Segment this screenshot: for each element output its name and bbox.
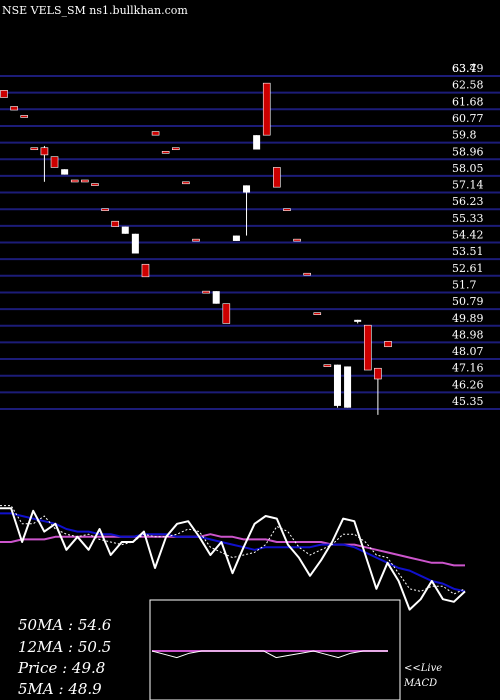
price-level-label: 58.05	[452, 162, 484, 175]
candle-body	[344, 366, 352, 408]
candle-body	[363, 324, 372, 371]
candle-body	[283, 208, 291, 211]
candle-body	[10, 106, 18, 111]
price-level-label: 45.35	[452, 395, 484, 408]
macd-live-label: <<Live	[404, 663, 442, 674]
macd-name-label: MACD	[403, 678, 437, 689]
candle-body	[243, 185, 251, 193]
candle-body	[323, 364, 332, 367]
price-level-label: 52.61	[452, 262, 484, 275]
candle-body	[20, 115, 29, 118]
candle-body	[232, 235, 240, 241]
price-level-label: 63.7	[452, 62, 477, 75]
candle-body	[182, 181, 190, 185]
candlestick-series	[0, 82, 392, 415]
price-level-label: 51.7	[452, 278, 477, 291]
price-grid	[0, 75, 500, 410]
stat-50ma: 50MA : 54.6	[18, 616, 112, 634]
candle-body	[81, 179, 89, 183]
candle-body	[91, 183, 99, 186]
candle-body	[313, 312, 322, 315]
candle-body	[121, 226, 129, 234]
candle-body	[333, 364, 341, 406]
candle-body	[101, 208, 109, 211]
price-level-label: 48.07	[452, 345, 484, 358]
price-level-label: 54.42	[452, 229, 484, 242]
candle-body	[253, 135, 261, 150]
stat-12ma: 12MA : 50.5	[18, 638, 111, 656]
candle-body	[171, 147, 180, 151]
price-level-label: 53.51	[452, 245, 484, 258]
candle-body	[303, 272, 311, 276]
price-level-label: 57.14	[452, 179, 484, 192]
candle-body	[30, 147, 39, 151]
price-level-label: 63.49	[452, 62, 484, 75]
price-level-label: 49.89	[452, 312, 484, 325]
price-level-label: 46.26	[452, 378, 484, 391]
candle-body	[354, 319, 362, 322]
candle-body	[262, 82, 271, 136]
candle-body	[50, 156, 59, 168]
candle-body	[111, 220, 119, 227]
macd-series-line	[151, 650, 388, 659]
price-level-label: 58.96	[452, 145, 484, 158]
candle-body	[0, 90, 8, 98]
chart-title: NSE VELS_SM ns1.bullkhan.com	[2, 4, 188, 17]
price-level-label: 56.23	[452, 195, 484, 208]
candle-body	[293, 238, 301, 242]
candle-body	[161, 151, 170, 154]
stat-price: Price : 49.8	[17, 659, 105, 677]
ma-series-line	[0, 507, 466, 611]
candle-body	[374, 367, 382, 380]
price-level-label: 50.79	[452, 295, 484, 308]
price-level-labels: 63.763.49 62.58 61.68 60.77 59.8 58.96 58.05 57…	[452, 62, 484, 408]
candle-body	[273, 167, 281, 188]
candle-body	[192, 238, 200, 242]
candle-body	[384, 341, 392, 348]
price-level-label: 47.16	[452, 362, 484, 375]
candle-body	[222, 303, 231, 324]
price-level-label: 59.8	[452, 129, 477, 142]
price-level-label: 60.77	[452, 112, 484, 125]
candle-body	[40, 147, 49, 156]
macd-panel	[151, 650, 388, 659]
moving-average-panel	[0, 505, 466, 611]
candle-body	[151, 131, 160, 136]
price-level-label: 55.33	[452, 212, 484, 225]
stat-5ma: 5MA : 48.9	[18, 680, 102, 698]
candle-body	[212, 291, 220, 304]
price-level-label: 62.58	[452, 79, 484, 92]
candle-body	[141, 263, 150, 278]
candle-body	[61, 169, 69, 175]
candle-body	[70, 179, 79, 183]
price-level-label: 48.98	[452, 328, 484, 341]
candle-body	[131, 233, 139, 254]
price-level-label: 61.68	[452, 95, 484, 108]
candle-body	[202, 290, 210, 294]
